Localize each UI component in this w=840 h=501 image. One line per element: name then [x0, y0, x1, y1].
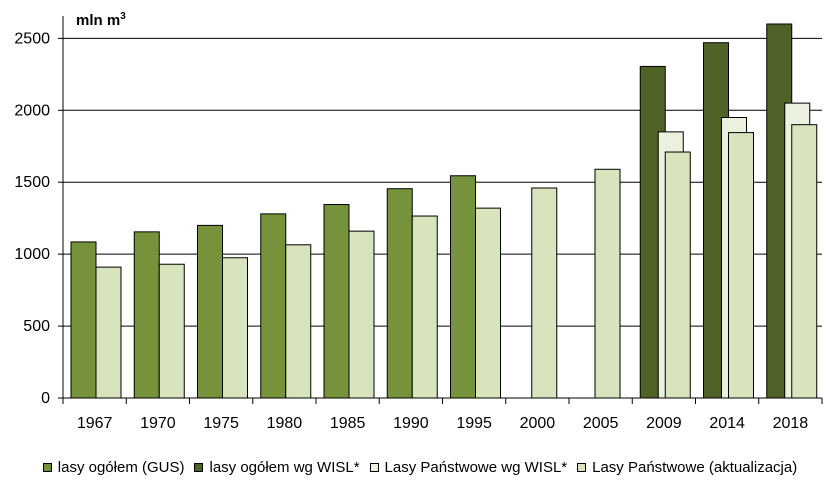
legend-item: Lasy Państwowe wg WISL* [369, 458, 568, 476]
y-tick-labels: 0 500 1000 1500 2000 2500 [14, 30, 63, 407]
bar-lasy-ogolem-gus-1980 [260, 213, 287, 399]
legend-label: Lasy Państwowe wg WISL* [384, 458, 568, 476]
bar-lasy-ogolem-gus-1985 [323, 204, 350, 399]
bar-lasy-panstwowe-aktualizacja-2009 [664, 151, 691, 399]
y-tick-label: 2000 [14, 102, 50, 119]
x-tick-label: 1967 [77, 415, 113, 432]
x-tick-label: 1980 [267, 415, 303, 432]
x-tick-labels: 1967 1970 1975 1980 1985 1990 1995 2000 2005 2009… [62, 398, 823, 432]
bar-lasy-panstwowe-aktualizacja-1995 [475, 207, 501, 399]
bar-lasy-ogolem-gus-1990 [386, 188, 413, 399]
bar-lasy-panstwowe-aktualizacja-1970 [158, 263, 185, 399]
bar-lasy-ogolem-gus-1970 [133, 231, 160, 399]
bar-lasy-ogolem-gus-1975 [197, 224, 223, 399]
legend-swatch [369, 462, 379, 472]
x-tick-label: 2018 [773, 415, 809, 432]
legend-swatch [194, 462, 204, 472]
legend-item: Lasy Państwowe (aktualizacja) [577, 459, 797, 476]
y-unit-superscript: 3 [120, 11, 126, 22]
legend-label: Lasy Państwowe (aktualizacja) [592, 458, 798, 476]
x-tick-label: 1990 [393, 415, 429, 432]
legend-item: lasy ogółem wg WISL* [194, 458, 360, 476]
y-tick-label: 0 [41, 390, 50, 407]
x-tick-label: 2005 [583, 415, 619, 432]
x-tick-label: 1975 [203, 415, 239, 432]
bar-lasy-panstwowe-aktualizacja-2000 [531, 187, 558, 399]
legend-label: lasy ogółem (GUS) [57, 458, 185, 476]
x-tick-label: 1995 [456, 415, 492, 432]
x-tick-label: 1985 [330, 415, 366, 432]
legend-label: lasy ogółem wg WISL* [209, 458, 360, 476]
bar-lasy-ogolem-gus-1967 [70, 241, 97, 399]
bar-lasy-panstwowe-aktualizacja-1985 [348, 230, 375, 399]
x-tick-label: 1970 [140, 415, 176, 432]
bar-lasy-panstwowe-aktualizacja-1975 [222, 257, 248, 399]
bar-lasy-panstwowe-aktualizacja-1990 [411, 215, 438, 399]
x-tick-label: 2014 [709, 415, 745, 432]
x-tick-label: 2000 [520, 415, 556, 432]
y-unit-label: mln m3 [76, 11, 126, 29]
y-tick-label: 1500 [14, 174, 50, 191]
legend-swatch [577, 462, 587, 472]
bar-lasy-ogolem-gus-1995 [450, 175, 476, 399]
legend-item: lasy ogółem (GUS) [42, 458, 185, 476]
bars [70, 23, 818, 399]
y-tick-label: 1000 [14, 246, 50, 263]
bar-lasy-panstwowe-aktualizacja-1967 [95, 266, 122, 399]
legend-swatch [42, 462, 52, 472]
y-tick-label: 2500 [14, 30, 50, 47]
bar-lasy-panstwowe-aktualizacja-2018 [791, 124, 818, 399]
bar-lasy-panstwowe-aktualizacja-2014 [728, 132, 754, 399]
legend: lasy ogółem (GUS) lasy ogółem wg WISL* Las… [0, 452, 840, 482]
x-tick-label: 2009 [646, 415, 682, 432]
bar-lasy-panstwowe-aktualizacja-2005 [594, 168, 621, 399]
y-tick-label: 500 [23, 318, 50, 335]
bar-lasy-panstwowe-aktualizacja-1980 [285, 244, 312, 399]
gridlines [63, 37, 822, 327]
